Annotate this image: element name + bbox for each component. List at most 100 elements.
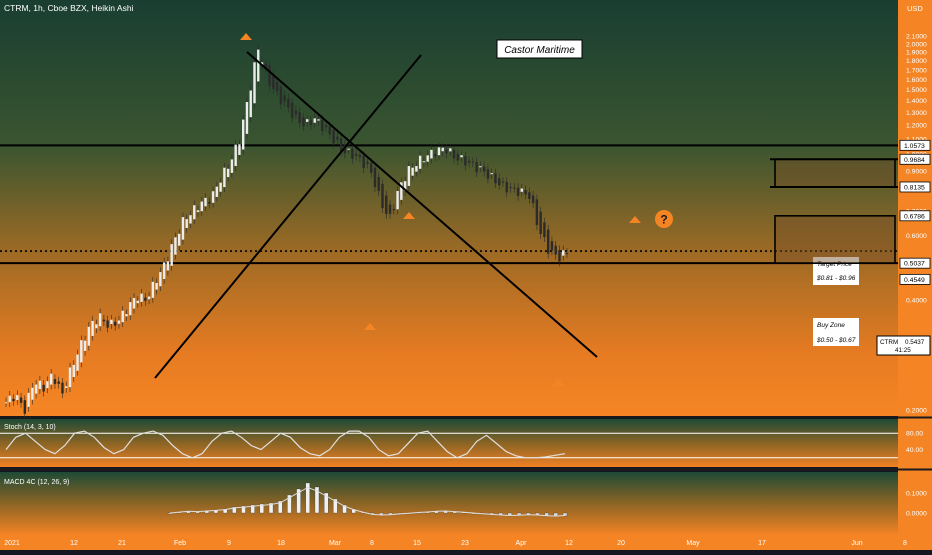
candle-body <box>441 147 444 152</box>
stoch-tick-label: 40.00 <box>906 447 923 454</box>
price-tag-box <box>899 139 931 151</box>
time-axis[interactable] <box>0 534 898 550</box>
price-pane[interactable] <box>0 0 898 416</box>
candle-body <box>159 272 162 287</box>
candle-body <box>249 90 252 118</box>
candle-body <box>336 136 339 140</box>
candle-body <box>65 386 68 388</box>
macd-bar <box>314 486 320 514</box>
candle-body <box>490 173 493 175</box>
candle-body <box>140 293 143 302</box>
candle-body <box>106 320 109 328</box>
candle-body <box>193 205 196 220</box>
candle-body <box>102 319 106 322</box>
candle-body <box>415 166 418 172</box>
candle-body <box>396 191 399 210</box>
target-price-zone[interactable]: Target Price $0.81 - $0.96 <box>770 158 898 285</box>
candle-body <box>294 110 298 115</box>
buy-zone[interactable]: Buy Zone $0.50 - $0.67 <box>774 215 896 346</box>
x-tick-label: 12 <box>70 540 78 547</box>
candle-body <box>234 144 237 167</box>
candle-body <box>486 169 490 179</box>
candle-body <box>223 167 226 188</box>
candle-body <box>520 188 524 192</box>
candle-body <box>313 118 316 123</box>
macd-bar <box>287 494 292 514</box>
candle-body <box>95 324 98 329</box>
macd-axis-ticks: 0.1000 0.0000 <box>906 491 927 518</box>
candle-body <box>132 297 136 309</box>
x-tick-label: 15 <box>413 540 421 547</box>
candle-body <box>324 125 328 128</box>
price-level-tags: 1.0573 0.9684 0.8135 0.6786 0.5037 0.4549 <box>899 139 931 285</box>
macd-tick-label: 0.0000 <box>906 511 927 518</box>
candle-body <box>475 162 478 173</box>
candle-body <box>46 381 49 389</box>
candle-body <box>83 340 87 351</box>
candle-body <box>189 215 192 224</box>
candle-body <box>27 392 30 407</box>
candle-body <box>16 395 19 401</box>
candle-body <box>494 173 497 184</box>
candle-body <box>467 160 471 163</box>
macd-bar <box>324 492 329 514</box>
candle-body <box>57 381 60 384</box>
candle-body <box>208 201 211 204</box>
macd-bar <box>250 504 255 514</box>
stoch-pane[interactable] <box>0 419 898 467</box>
candle-body <box>430 149 433 159</box>
candle-body <box>49 373 53 385</box>
x-tick-label: 18 <box>277 540 285 547</box>
candle-body <box>362 155 365 168</box>
y-tick-label: 1.4000 <box>906 98 927 105</box>
candle-body <box>68 367 72 388</box>
title-note[interactable] <box>496 39 583 59</box>
candle-body <box>121 310 124 323</box>
candle-body <box>403 181 407 191</box>
candle-body <box>110 319 113 325</box>
candle-body <box>543 222 546 238</box>
candle-body <box>226 168 230 178</box>
candle-body <box>426 155 429 162</box>
macd-pane[interactable] <box>0 472 898 534</box>
candle-body <box>177 233 181 246</box>
candle-body <box>181 217 185 240</box>
countdown-timer: 41:25 <box>895 347 911 354</box>
candle-body <box>528 192 531 199</box>
price-tag-value: 0.5037 <box>904 261 925 268</box>
candle-body <box>434 154 437 157</box>
candle-body <box>388 204 392 214</box>
price-tag-box <box>899 273 931 285</box>
macd-bar <box>351 508 356 514</box>
candle-body <box>535 199 539 226</box>
macd-bar <box>241 505 246 514</box>
candle-body <box>155 282 158 290</box>
candle-body <box>61 382 64 394</box>
candle-body <box>392 209 396 211</box>
candle-body <box>200 201 203 212</box>
ascending-trendline[interactable] <box>154 54 422 379</box>
price-tag-box <box>899 210 931 222</box>
candle-body <box>516 187 520 196</box>
question-icon <box>655 210 673 228</box>
x-tick-label: Feb <box>174 540 186 547</box>
macd-bar <box>278 500 283 514</box>
title-note-text: Castor Maritime <box>504 45 575 56</box>
price-candles <box>4 44 569 419</box>
candle-body <box>513 187 516 189</box>
candle-body <box>498 178 501 186</box>
descending-trendline[interactable] <box>246 51 598 358</box>
macd-bar <box>259 503 265 514</box>
last-price-value: 0.5437 <box>905 339 925 346</box>
candle-body <box>418 155 422 169</box>
candle-body <box>185 219 188 228</box>
x-tick-label: Mar <box>329 540 342 547</box>
candle-body <box>332 130 335 144</box>
macd-bar <box>268 502 274 514</box>
candle-body <box>524 190 527 195</box>
candle-body <box>230 159 234 173</box>
buy-zone-label: Buy Zone <box>817 322 845 329</box>
candle-body <box>42 384 45 392</box>
